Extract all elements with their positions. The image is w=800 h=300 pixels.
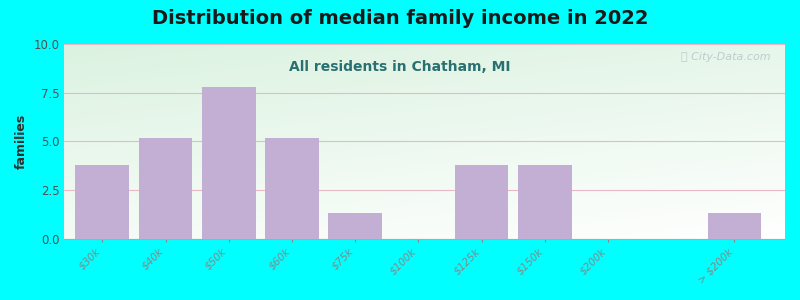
Bar: [265, 137, 319, 239]
Y-axis label: families: families: [15, 114, 28, 169]
Bar: [202, 87, 256, 239]
Bar: [518, 165, 572, 239]
Bar: [707, 214, 762, 239]
Text: All residents in Chatham, MI: All residents in Chatham, MI: [290, 60, 510, 74]
Bar: [75, 165, 130, 239]
Text: ⓘ City-Data.com: ⓘ City-Data.com: [681, 52, 770, 62]
Bar: [138, 137, 193, 239]
Bar: [328, 214, 382, 239]
Text: Distribution of median family income in 2022: Distribution of median family income in …: [152, 9, 648, 28]
Bar: [454, 165, 509, 239]
